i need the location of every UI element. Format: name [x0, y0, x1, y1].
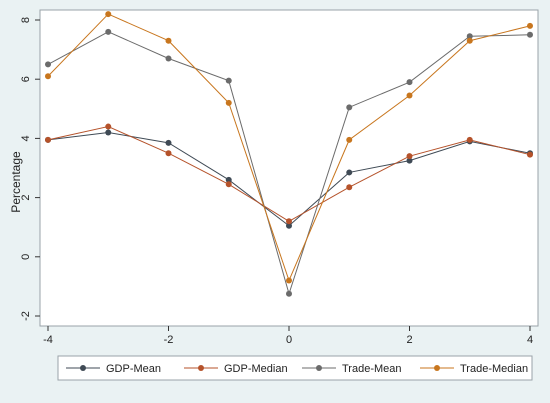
x-axis: -4 -2 0 2 4: [43, 326, 533, 346]
series-gdp-median: [45, 123, 533, 225]
legend-item-gdp-mean: GDP-Mean: [66, 363, 161, 375]
series-trade-median: [45, 11, 533, 284]
x-tick-label: 0: [286, 334, 292, 346]
y-tick-label: 2: [20, 195, 32, 201]
legend-label: Trade-Mean: [342, 363, 402, 375]
y-tick-label: 6: [20, 76, 32, 82]
legend-marker: [316, 365, 322, 371]
legend: GDP-Mean GDP-Median Trade-Mean Trade-Median: [57, 355, 533, 381]
legend-marker: [80, 365, 86, 371]
point-gdp-median: [105, 123, 112, 130]
point-trade-median: [105, 11, 112, 18]
point-gdp-mean: [286, 222, 292, 229]
point-gdp-median: [45, 136, 51, 143]
series-trade-mean: [45, 28, 533, 297]
point-gdp-median: [286, 218, 292, 225]
y-tick-label: 0: [20, 254, 32, 260]
plot-area: [39, 9, 539, 327]
point-trade-mean: [346, 104, 353, 111]
point-gdp-mean: [225, 176, 232, 183]
legend-marker: [434, 365, 440, 371]
y-tick-label: 4: [20, 135, 32, 141]
point-trade-median: [225, 99, 232, 106]
point-trade-median: [466, 37, 473, 44]
point-gdp-mean: [406, 157, 413, 164]
x-tick-label: -4: [43, 334, 53, 346]
point-trade-mean: [45, 61, 51, 68]
series-layer: [45, 11, 533, 297]
point-trade-mean: [165, 55, 172, 62]
point-gdp-median: [466, 136, 473, 143]
legend-item-trade-median: Trade-Median: [420, 363, 528, 375]
y-axis: -2 0 2 4 6 8: [20, 17, 40, 321]
point-trade-median: [406, 92, 413, 99]
point-trade-median: [165, 37, 172, 44]
point-trade-median: [527, 22, 533, 29]
point-gdp-median: [165, 150, 172, 157]
x-tick-label: 4: [527, 334, 533, 346]
legend-label: GDP-Mean: [106, 363, 161, 375]
point-gdp-median: [346, 184, 353, 191]
point-gdp-mean: [346, 169, 353, 176]
legend-marker: [198, 365, 204, 371]
point-trade-mean: [406, 79, 413, 86]
point-trade-mean: [527, 31, 533, 38]
point-gdp-median: [225, 181, 232, 188]
y-tick-label: 8: [20, 17, 32, 23]
y-tick-label: -2: [20, 311, 32, 321]
point-gdp-median: [406, 153, 413, 160]
point-trade-mean: [286, 290, 292, 297]
x-tick-label: -2: [164, 334, 174, 346]
point-gdp-mean: [165, 139, 172, 146]
legend-label: GDP-Median: [224, 363, 288, 375]
legend-item-trade-mean: Trade-Mean: [302, 363, 402, 375]
point-gdp-median: [527, 151, 533, 158]
point-gdp-mean: [105, 129, 112, 136]
point-trade-median: [346, 136, 353, 143]
x-tick-label: 2: [406, 334, 412, 346]
y-axis-label: Percentage: [9, 151, 23, 213]
legend-label: Trade-Median: [460, 363, 528, 375]
point-trade-mean: [225, 77, 232, 84]
point-trade-mean: [105, 28, 112, 35]
point-trade-mean: [466, 33, 473, 40]
point-trade-median: [286, 277, 292, 284]
legend-item-gdp-median: GDP-Median: [184, 363, 288, 375]
point-trade-median: [45, 73, 51, 80]
